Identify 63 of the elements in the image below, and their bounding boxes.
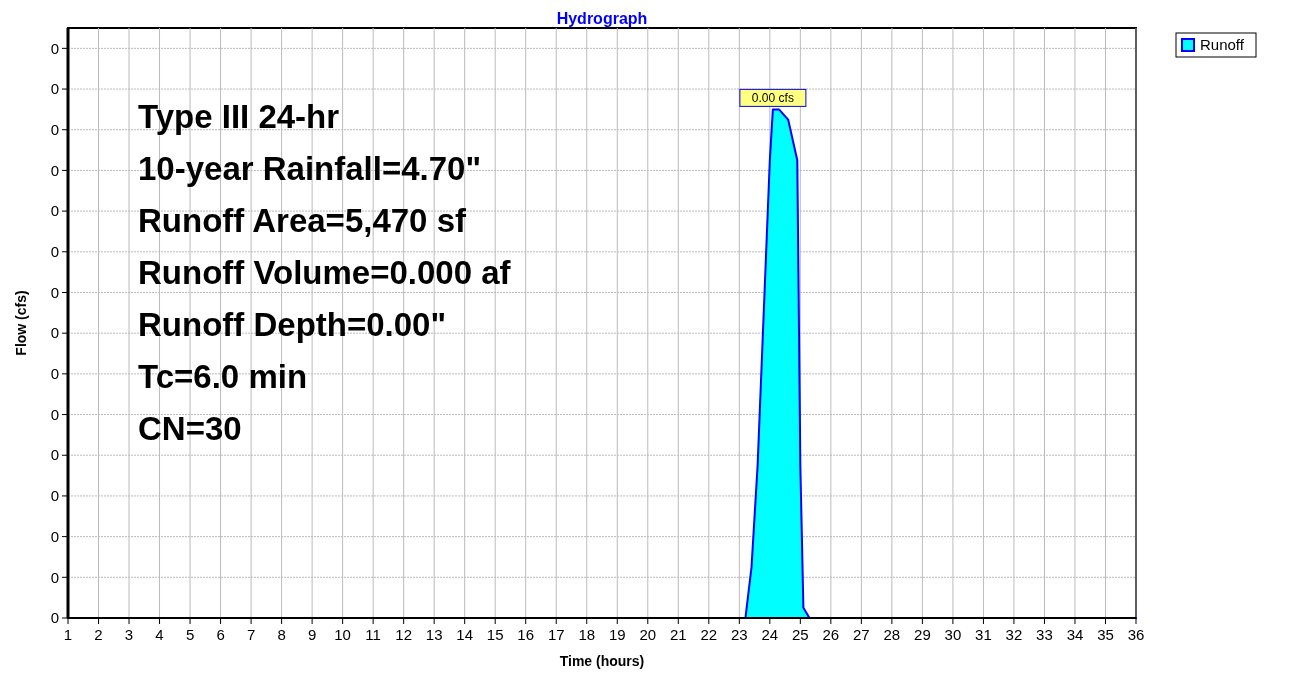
x-tick-label: 31 bbox=[975, 626, 992, 643]
x-tick-label: 29 bbox=[914, 626, 931, 643]
y-tick-label: 0 bbox=[50, 609, 59, 627]
x-tick-label: 30 bbox=[944, 626, 962, 643]
y-axis-title: Flow (cfs) bbox=[13, 290, 29, 356]
x-tick-label: 26 bbox=[822, 626, 840, 643]
x-tick-label: 33 bbox=[1036, 626, 1053, 643]
y-tick-label: 0 bbox=[50, 324, 59, 342]
x-tick-label: 11 bbox=[365, 626, 381, 643]
y-tick-label: 0 bbox=[50, 527, 59, 545]
annotation: Tc=6.0 min bbox=[138, 358, 308, 395]
x-tick-label: 3 bbox=[124, 626, 134, 643]
x-tick-label: 22 bbox=[700, 626, 718, 643]
x-tick-label: 24 bbox=[761, 626, 779, 643]
x-tick-label: 12 bbox=[395, 626, 412, 643]
x-tick-label: 15 bbox=[486, 626, 504, 643]
y-tick-label: 0 bbox=[50, 39, 59, 57]
y-tick-label: 0 bbox=[50, 446, 59, 464]
x-tick-label: 23 bbox=[730, 626, 748, 643]
x-tick-label: 34 bbox=[1066, 626, 1084, 643]
y-tick-label: 0 bbox=[50, 405, 59, 423]
y-tick-label: 0 bbox=[50, 365, 59, 383]
x-tick-label: 9 bbox=[307, 626, 317, 643]
x-tick-label: 8 bbox=[277, 626, 286, 643]
x-axis-title: Time (hours) bbox=[559, 653, 645, 669]
x-tick-label: 18 bbox=[578, 626, 596, 643]
y-tick-label: 0 bbox=[50, 80, 59, 98]
y-tick-label: 0 bbox=[50, 120, 59, 138]
y-tick-label: 0 bbox=[50, 202, 59, 220]
y-tick-label: 0 bbox=[50, 487, 59, 505]
x-tick-label: 10 bbox=[334, 626, 351, 643]
x-tick-label: 35 bbox=[1097, 626, 1114, 643]
annotation: Type III 24-hr bbox=[138, 98, 340, 135]
x-tick-label: 17 bbox=[547, 626, 565, 643]
annotation: Runoff Area=5,470 sf bbox=[138, 202, 467, 239]
annotation: Runoff Volume=0.000 af bbox=[138, 254, 512, 291]
x-tick-label: 19 bbox=[608, 626, 626, 643]
x-tick-label: 21 bbox=[669, 626, 687, 643]
x-tick-label: 14 bbox=[456, 626, 474, 643]
y-tick-label: 0 bbox=[50, 243, 59, 261]
x-tick-label: 16 bbox=[517, 626, 535, 643]
x-tick-label: 4 bbox=[155, 626, 164, 643]
legend-label: Runoff bbox=[1200, 36, 1245, 53]
x-tick-label: 13 bbox=[425, 626, 443, 643]
x-tick-label: 1 bbox=[63, 626, 73, 643]
y-tick-label: 0 bbox=[50, 283, 59, 301]
x-tick-label: 25 bbox=[792, 626, 809, 643]
x-tick-label: 20 bbox=[639, 626, 657, 643]
x-tick-label: 5 bbox=[185, 626, 195, 643]
annotation: CN=30 bbox=[138, 410, 242, 447]
chart-title: Hydrograph bbox=[556, 10, 648, 27]
x-tick-label: 6 bbox=[216, 626, 225, 643]
x-tick-label: 32 bbox=[1005, 626, 1023, 643]
annotation: 10-year Rainfall=4.70" bbox=[138, 150, 482, 187]
x-tick-label: 7 bbox=[246, 626, 256, 643]
y-tick-label: 0 bbox=[50, 568, 59, 586]
annotation: 0.00 cfs bbox=[751, 91, 794, 106]
y-tick-label: 0 bbox=[50, 161, 59, 179]
annotation: Runoff Depth=0.00" bbox=[138, 306, 447, 343]
x-tick-label: 36 bbox=[1127, 626, 1145, 643]
x-tick-label: 28 bbox=[883, 626, 901, 643]
x-tick-label: 2 bbox=[94, 626, 103, 643]
x-tick-label: 27 bbox=[853, 626, 870, 643]
